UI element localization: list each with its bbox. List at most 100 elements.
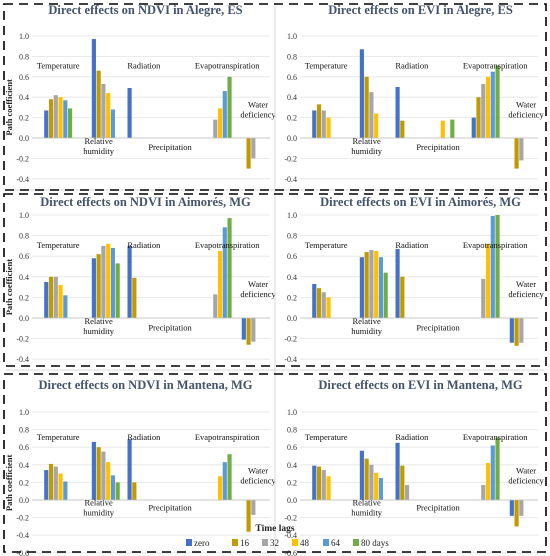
y-tick-label: 0.0 bbox=[287, 496, 297, 505]
bar bbox=[227, 76, 232, 138]
bar bbox=[400, 120, 405, 138]
legend-label: zero bbox=[194, 538, 210, 548]
variable-label-radiation: Radiation bbox=[395, 432, 429, 442]
bar bbox=[316, 288, 322, 318]
dashed-frame bbox=[3, 373, 547, 553]
chart-title: Direct effects on NDVI in Alegre, ES bbox=[48, 3, 242, 17]
chart-panel-5: 1.0 0.8 0.6 0.4 0.2 0.0 -0.2 -0.4 -0.6 Direct eff… bbox=[4, 378, 277, 556]
bar bbox=[485, 76, 491, 138]
legend-swatch bbox=[292, 539, 298, 546]
legend-label: 48 bbox=[300, 538, 310, 548]
y-tick-label: -0.4 bbox=[16, 531, 29, 540]
bar bbox=[110, 475, 115, 500]
bar bbox=[246, 500, 251, 532]
bar bbox=[101, 245, 106, 318]
bar bbox=[369, 92, 374, 138]
bar bbox=[509, 500, 514, 516]
chart-panel-2: 1.0 0.8 0.6 0.4 0.2 0.0 -0.2 -0.4 Direct effects… bbox=[284, 3, 544, 184]
bar bbox=[495, 437, 500, 500]
bar bbox=[127, 88, 132, 138]
bar bbox=[251, 318, 256, 342]
chart-panel-3: 1.0 0.8 0.6 0.4 0.2 0.0 -0.2 -0.4 Direct effects… bbox=[4, 195, 277, 364]
bar bbox=[63, 100, 68, 138]
bar bbox=[312, 284, 317, 318]
variable-label-relative-humidity: Relative humidity bbox=[351, 497, 382, 517]
legend-swatch bbox=[186, 539, 192, 546]
y-tick-label: 0.8 bbox=[287, 232, 297, 241]
y-tick-label: 0.0 bbox=[287, 134, 297, 143]
y-tick-label: 0.6 bbox=[19, 443, 29, 452]
y-tick-label: 0.0 bbox=[19, 314, 29, 323]
y-tick-label: -0.2 bbox=[284, 335, 297, 344]
bar bbox=[316, 104, 322, 138]
bar bbox=[490, 71, 495, 138]
bar bbox=[58, 473, 63, 500]
chart-title: Direct effects on EVI in Aimorés, MG bbox=[320, 195, 521, 209]
bar bbox=[326, 297, 331, 318]
y-tick-label: -0.4 bbox=[16, 355, 29, 364]
variable-label-relative-humidity: Relative humidity bbox=[351, 136, 382, 156]
bar bbox=[321, 470, 326, 500]
bar bbox=[217, 476, 223, 500]
bar bbox=[222, 91, 227, 138]
legend-label: 32 bbox=[270, 538, 279, 548]
variable-label-radiation: Radiation bbox=[395, 240, 429, 250]
chart-title: Direct effects on NDVI in Mantena, MG bbox=[39, 378, 253, 392]
y-tick-label: 1.0 bbox=[19, 408, 29, 417]
y-axis-label: Path coefficient bbox=[4, 79, 14, 136]
variable-label-temperature: Temperature bbox=[37, 61, 80, 71]
bar bbox=[68, 108, 73, 138]
bar bbox=[213, 119, 218, 138]
bar bbox=[378, 478, 383, 500]
bar bbox=[101, 83, 106, 138]
bar bbox=[514, 318, 519, 346]
variable-label-water-deficiency: Water deficiency bbox=[508, 279, 544, 299]
y-tick-label: 0.2 bbox=[19, 114, 29, 123]
bar bbox=[481, 485, 486, 500]
bar bbox=[369, 464, 374, 500]
y-tick-label: -0.4 bbox=[284, 531, 297, 540]
bar bbox=[48, 99, 54, 138]
variable-label-precipitation: Precipitation bbox=[416, 142, 460, 152]
chart-title: Direct effects on EVI in Mantena, MG bbox=[318, 378, 523, 392]
y-tick-label: 0.2 bbox=[19, 293, 29, 302]
bar bbox=[132, 482, 137, 500]
y-tick-label: 0.6 bbox=[287, 252, 297, 261]
variable-label-water-deficiency: Water deficiency bbox=[240, 99, 276, 119]
bar bbox=[222, 462, 227, 500]
bar bbox=[251, 138, 256, 159]
variable-label-precipitation: Precipitation bbox=[148, 322, 192, 332]
bar bbox=[106, 243, 111, 318]
bar bbox=[91, 258, 96, 318]
bar bbox=[96, 447, 101, 500]
legend-label: 16 bbox=[240, 538, 250, 548]
bar bbox=[514, 138, 519, 169]
bar bbox=[241, 318, 246, 340]
bar bbox=[485, 463, 491, 500]
variable-label-precipitation: Precipitation bbox=[148, 503, 192, 513]
chart-title: Direct effects on EVI in Alegre, ES bbox=[328, 3, 513, 17]
y-tick-label: 1.0 bbox=[19, 32, 29, 41]
bar bbox=[127, 439, 132, 500]
bar bbox=[246, 318, 251, 345]
bar bbox=[321, 110, 326, 138]
variable-label-water-deficiency: Water deficiency bbox=[240, 466, 276, 486]
chart-panel-4: 1.0 0.8 0.6 0.4 0.2 0.0 -0.2 -0.4 Direct effects… bbox=[284, 195, 544, 364]
bar bbox=[115, 482, 120, 500]
y-tick-label: 0.8 bbox=[19, 232, 29, 241]
variable-label-evapotranspiration: Evapotranspiration bbox=[195, 240, 260, 250]
y-tick-label: -0.4 bbox=[16, 175, 29, 184]
bar bbox=[405, 485, 410, 500]
bar bbox=[110, 247, 115, 318]
legend-label: 80 days bbox=[361, 538, 389, 548]
legend-swatch bbox=[323, 539, 329, 546]
bar bbox=[519, 500, 524, 516]
bar bbox=[58, 285, 63, 318]
bar bbox=[217, 251, 223, 318]
legend-swatch bbox=[232, 539, 238, 546]
variable-label-radiation: Radiation bbox=[395, 61, 429, 71]
bar bbox=[514, 500, 519, 527]
variable-label-temperature: Temperature bbox=[37, 240, 80, 250]
bar bbox=[63, 481, 68, 500]
dashed-frame bbox=[3, 3, 547, 191]
